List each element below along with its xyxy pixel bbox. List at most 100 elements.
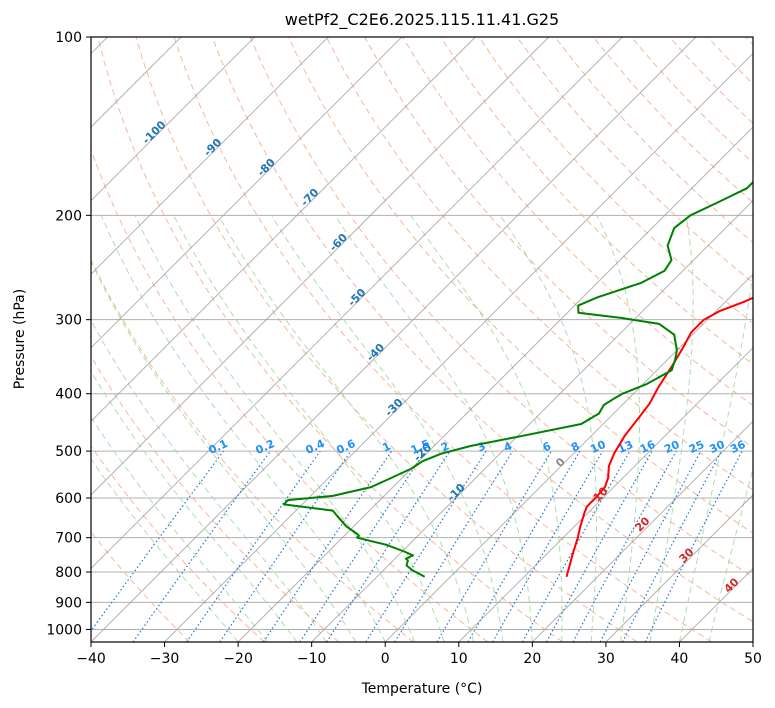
isotherm [384, 273, 753, 642]
isotherm [605, 494, 753, 642]
mixing-ratio-line [132, 450, 271, 642]
isotherm [679, 567, 753, 642]
y-tick-label: 200 [55, 208, 82, 224]
x-tick-label: 20 [523, 651, 541, 667]
moist-adiabat-label: 30 [677, 545, 697, 565]
moist-adiabat [334, 215, 533, 642]
y-tick-label: 900 [55, 595, 82, 611]
profile-series [282, 180, 753, 578]
mixing-ratio-line [572, 450, 677, 642]
y-tick-label: 300 [55, 313, 82, 329]
y-axis-ticks: 100 200 300 400 500 600 700 800 900 1000 [46, 30, 91, 638]
isotherm [91, 37, 623, 570]
y-tick-label: 500 [55, 444, 82, 460]
mixing-ratio-label: 0.1 [207, 437, 230, 457]
moist-adiabat [596, 215, 641, 642]
mixing-ratio-label: 0.4 [304, 437, 327, 457]
x-tick-label: −40 [76, 651, 106, 667]
x-tick-label: 10 [450, 651, 468, 667]
mixing-ratio-line [186, 450, 321, 642]
dry-adiabat [326, 37, 753, 491]
moist-adiabat [218, 215, 474, 642]
dry-adiabat [135, 37, 638, 642]
dry-adiabat [287, 37, 753, 534]
mixing-ratio-line [644, 450, 743, 642]
mixing-ratio-line [394, 450, 514, 642]
dry-adiabat [91, 148, 489, 642]
isotherm-label: -90 [201, 136, 224, 159]
isotherm-label: -80 [255, 156, 278, 179]
x-tick-label: 0 [381, 651, 390, 667]
mixing-ratio-label: 30 [707, 438, 727, 456]
mixing-ratio-line [91, 450, 224, 632]
dry-adiabat [440, 37, 753, 365]
x-tick-label: 40 [671, 651, 689, 667]
isotherm-label: -40 [364, 341, 387, 364]
isotherm [91, 37, 403, 349]
moist-adiabat [91, 260, 357, 642]
moist-adiabat [708, 466, 753, 642]
isotherm [164, 52, 753, 642]
dry-adiabat [173, 37, 713, 642]
isotherm [531, 420, 753, 642]
mixing-ratio-label: 10 [588, 438, 608, 456]
mixing-ratio-label: 0.6 [334, 437, 357, 457]
dry-adiabat [91, 258, 414, 642]
dry-adiabat [211, 37, 753, 623]
moist-adiabat-label: 10 [591, 484, 611, 504]
dry-adiabat [745, 37, 753, 46]
isoline-labels: -100-90-80-70-60-50-40-30-20-100.1 0.2 0.4… [140, 118, 748, 596]
dry-adiabat [249, 37, 753, 578]
mixing-ratio-line [521, 450, 631, 642]
mixing-ratio-label: 16 [638, 438, 658, 456]
isotherm-label: -60 [327, 231, 350, 254]
moist-adiabat [91, 458, 239, 642]
dry-adiabat [91, 445, 265, 642]
mixing-ratio-label: 25 [687, 438, 706, 456]
isotherm-label: -70 [298, 186, 321, 209]
isotherm [91, 37, 697, 642]
x-tick-label: 50 [744, 651, 762, 667]
y-tick-label: 100 [55, 30, 82, 46]
moist-adiabat [91, 370, 298, 642]
temperature-line [565, 296, 753, 578]
x-axis-label: Temperature (°C) [361, 681, 483, 697]
mixing-ratio-line [219, 450, 352, 642]
y-tick-label: 700 [55, 531, 82, 547]
moist-adiabat [134, 215, 416, 642]
isotherm [458, 347, 753, 642]
mixing-ratio-label: 0.2 [254, 437, 277, 457]
dry-adiabat [516, 37, 753, 284]
moist-adiabat [100, 215, 386, 642]
mixing-ratio-line [467, 450, 581, 642]
background-lines [91, 37, 753, 642]
mixing-ratio-label: 6 [541, 439, 554, 454]
x-tick-label: −10 [297, 651, 327, 667]
dry-adiabat [554, 37, 753, 244]
plot-frame [90, 36, 754, 643]
mixing-ratio-line [262, 450, 392, 642]
isotherm [91, 37, 256, 202]
isotherm [91, 37, 476, 423]
x-axis-ticks: −40 −30 −20 −10 0 10 20 30 40 50 [76, 642, 762, 667]
y-tick-label: 400 [55, 387, 82, 403]
moist-adiabat [649, 215, 694, 642]
isotherm [237, 126, 753, 642]
moist-adiabat-label: 20 [633, 514, 653, 534]
dry-adiabat [707, 37, 753, 85]
moist-adiabat [410, 215, 563, 642]
x-tick-label: 30 [597, 651, 615, 667]
y-axis-label: Pressure (hPa) [12, 289, 28, 389]
moist-adiabat-label: 0 [553, 455, 568, 470]
y-tick-label: 800 [55, 565, 82, 581]
isotherm-label: -10 [445, 481, 468, 504]
isotherm [91, 37, 550, 496]
moist-adiabat [678, 269, 753, 642]
dry-adiabat [91, 355, 340, 642]
chart-title: wetPf2_C2E6.2025.115.11.41.G25 [285, 10, 559, 30]
isotherm [311, 199, 753, 642]
x-tick-label: −30 [150, 651, 180, 667]
mixing-ratio-line [299, 450, 426, 642]
mixing-ratio-line [365, 450, 487, 642]
